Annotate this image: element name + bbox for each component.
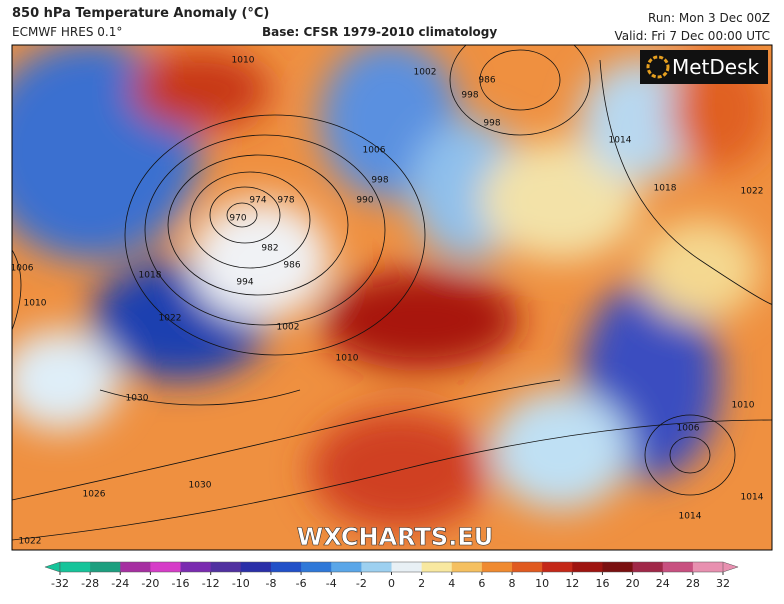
- colorbar-segment: [361, 562, 392, 572]
- colorbar-segment: [240, 562, 272, 572]
- colorbar-tick-label: 4: [448, 577, 455, 590]
- colorbar-segment: [451, 562, 483, 572]
- valid: Valid: Fri 7 Dec 00:00 UTC: [614, 29, 770, 43]
- isobar-label: 1010: [732, 401, 755, 411]
- isobar-label: 986: [478, 76, 495, 86]
- isobar-label: 998: [371, 176, 388, 186]
- colorbar-tick-label: -10: [232, 577, 250, 590]
- colorbar-tick-label: 32: [716, 577, 730, 590]
- isobar-label: 1022: [159, 314, 182, 324]
- isobar-label: 974: [249, 196, 266, 206]
- isobar-label: 1014: [741, 493, 764, 503]
- colorbar-segment: [90, 562, 121, 572]
- colorbar-segment: [512, 562, 543, 572]
- isobar-label: 1010: [232, 56, 255, 66]
- logo: MetDesk: [672, 55, 760, 79]
- colorbar-segment: [270, 562, 302, 572]
- colorbar-segment: [572, 562, 603, 572]
- isobar-label: 998: [483, 119, 500, 129]
- colorbar-tick-label: -28: [81, 577, 99, 590]
- colorbar-tick-label: -12: [202, 577, 220, 590]
- colorbar-segment: [150, 562, 182, 572]
- colorbar-tick-label: -20: [141, 577, 159, 590]
- isobar-label: 978: [277, 196, 294, 206]
- colorbar-segment: [421, 562, 453, 572]
- colorbar-segment: [60, 562, 91, 572]
- run: Run: Mon 3 Dec 00Z: [648, 11, 770, 25]
- map: 1010 1002 986 998 998 1014 1006 998 990 …: [11, 45, 772, 551]
- colorbar-segment: [542, 562, 573, 572]
- colorbar-tick-label: -2: [356, 577, 367, 590]
- isobar-label: 1022: [19, 537, 42, 547]
- isobar-label: 1018: [139, 271, 162, 281]
- colorbar-segment: [210, 562, 242, 572]
- colorbar-segment: [180, 562, 212, 572]
- isobar-label: 1010: [336, 354, 359, 364]
- colorbar-segment: [692, 562, 724, 572]
- colorbar-tick-label: 20: [626, 577, 640, 590]
- isobar-label: 998: [461, 91, 478, 101]
- colorbar-arrow: [44, 561, 61, 573]
- isobar-label: 1014: [679, 512, 702, 522]
- isobar-label: 1002: [277, 323, 300, 333]
- isobar-label: 994: [236, 278, 253, 288]
- title: 850 hPa Temperature Anomaly (°C): [12, 6, 269, 21]
- isobar-label: 1006: [11, 264, 34, 274]
- watermark: WXCHARTS.EU: [297, 523, 493, 551]
- colorbar-tick-label: 24: [656, 577, 670, 590]
- isobar-label: 986: [283, 261, 300, 271]
- colorbar-segment: [120, 562, 151, 572]
- colorbar-tick-label: 12: [565, 577, 579, 590]
- isobar-label: 1030: [189, 481, 212, 491]
- colorbar-tick-label: -4: [326, 577, 337, 590]
- colorbar-tick-label: -8: [265, 577, 276, 590]
- isobar-label: 1022: [741, 187, 764, 197]
- isobar-label: 1006: [677, 424, 700, 434]
- base: Base: CFSR 1979-2010 climatology: [262, 25, 497, 39]
- colorbar-tick-label: 6: [478, 577, 485, 590]
- colorbar-tick-label: 0: [388, 577, 395, 590]
- colorbar-segment: [391, 562, 423, 572]
- colorbar-tick-label: -6: [296, 577, 307, 590]
- map-frame: [11, 44, 773, 551]
- isobar-label: 970: [229, 214, 246, 224]
- isobar-label: 1030: [126, 394, 149, 404]
- colorbar-segment: [632, 562, 664, 572]
- isobar-label: 1006: [363, 146, 386, 156]
- colorbar-tick-label: 8: [509, 577, 516, 590]
- colorbar-tick-label: -24: [111, 577, 129, 590]
- colorbar-tick-label: 28: [686, 577, 700, 590]
- colorbar-segment: [331, 562, 362, 572]
- isobar-label: 982: [261, 244, 278, 254]
- colorbar-tick-label: -32: [51, 577, 69, 590]
- colorbar-tick-label: 16: [595, 577, 609, 590]
- isobar-label: 1026: [83, 490, 106, 500]
- colorbar: -32 -28 -24 -20 -16 -12 -10 -8 -6 -4 -2 0 2 4 6 8 10 12 16…: [44, 561, 739, 590]
- model: ECMWF HRES 0.1°: [12, 25, 122, 39]
- isobar-label: 1002: [414, 68, 437, 78]
- colorbar-tick-label: 10: [535, 577, 549, 590]
- logo-icon: [646, 55, 670, 79]
- colorbar-segment: [301, 562, 332, 572]
- colorbar-segment: [481, 562, 513, 572]
- colorbar-tick-label: -16: [172, 577, 190, 590]
- colorbar-tick-label: 2: [418, 577, 425, 590]
- isobar-label: 1014: [609, 136, 632, 146]
- colorbar-arrow: [722, 561, 739, 573]
- isobar-label: 990: [356, 196, 373, 206]
- logo-box: [640, 50, 768, 84]
- isobar-label: 1010: [24, 299, 47, 309]
- isobar-label: 1018: [654, 184, 677, 194]
- colorbar-segment: [602, 562, 634, 572]
- colorbar-segment: [662, 562, 694, 572]
